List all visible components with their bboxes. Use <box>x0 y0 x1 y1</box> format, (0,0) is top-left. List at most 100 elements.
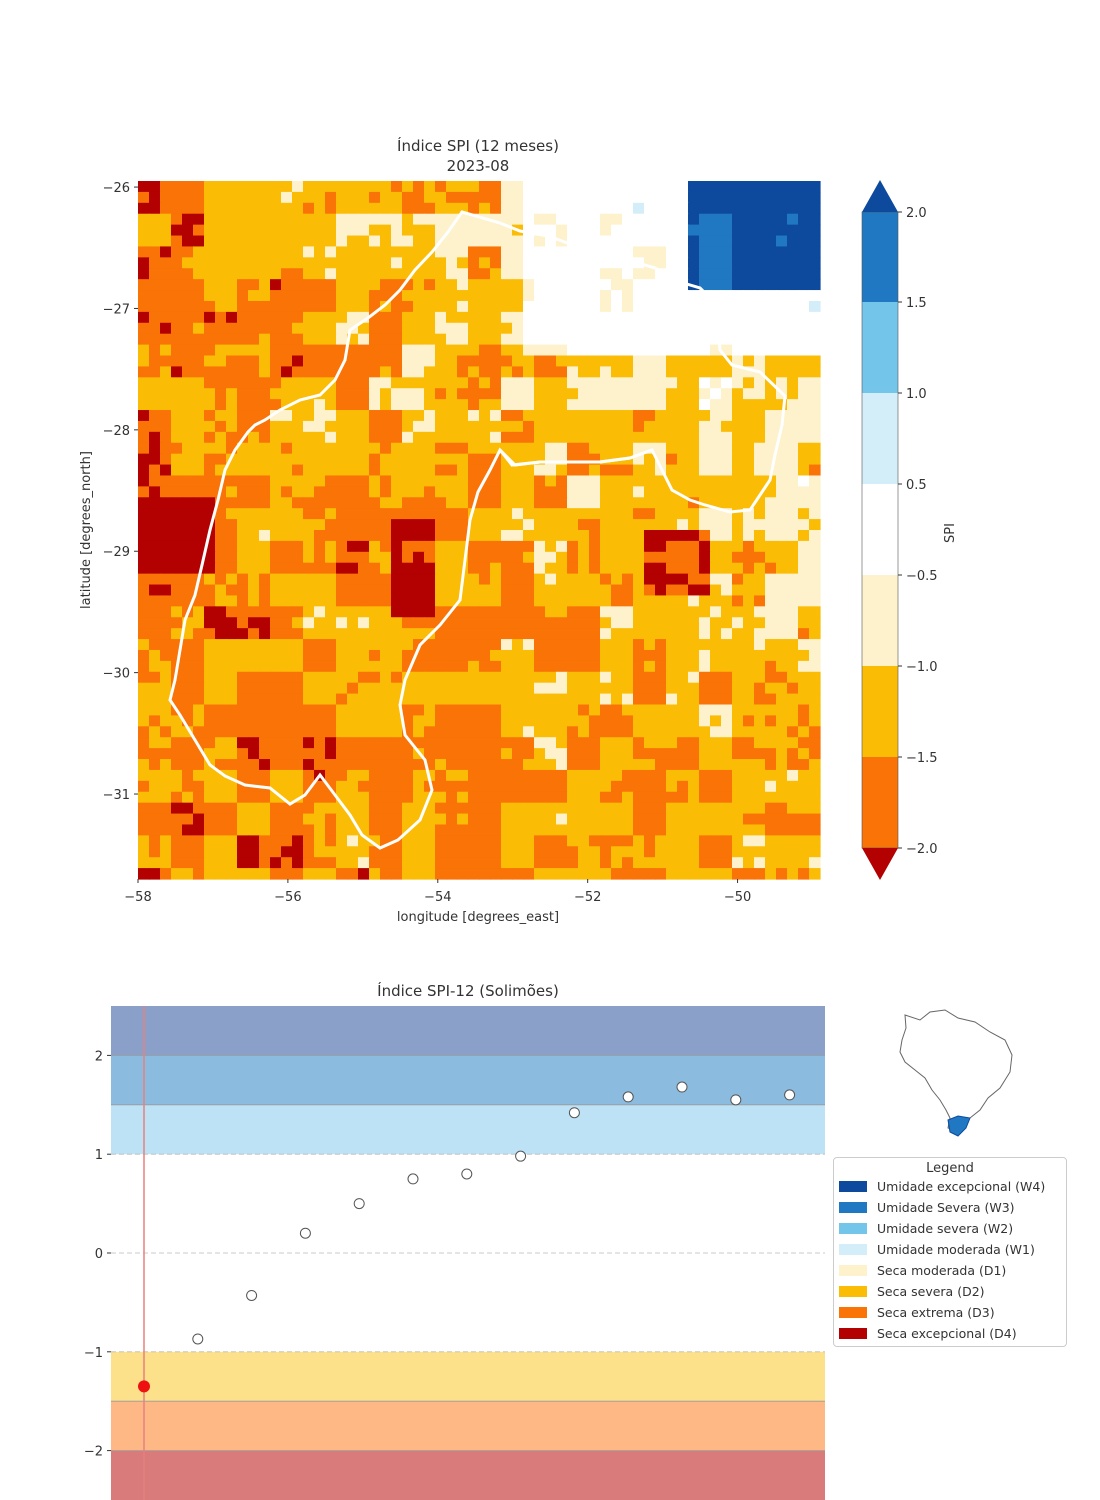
map-cell <box>523 584 535 597</box>
map-cell <box>248 388 260 400</box>
map-cell <box>589 551 601 564</box>
map-cell <box>292 224 304 237</box>
map-cell <box>490 748 502 760</box>
map-cell <box>633 671 645 684</box>
map-cell <box>380 649 392 662</box>
map-cell <box>413 388 425 400</box>
map-cell <box>281 628 293 640</box>
map-cell <box>666 737 678 749</box>
map-cell <box>490 508 502 520</box>
map-cell <box>303 311 315 324</box>
map-cell <box>743 617 755 629</box>
map-cell <box>754 573 766 586</box>
map-cell <box>710 573 722 586</box>
map-cell <box>743 726 755 738</box>
map-cell <box>391 431 403 444</box>
map-cell <box>743 453 755 466</box>
map-cell <box>611 268 623 280</box>
map-cell <box>809 748 821 760</box>
map-cell <box>666 246 678 258</box>
map-cell <box>237 191 249 204</box>
map-cell <box>545 268 557 280</box>
map-cell <box>314 584 326 597</box>
map-cell <box>666 344 678 357</box>
map-cell <box>732 333 744 346</box>
map-cell <box>490 420 502 433</box>
map-cell <box>248 213 260 226</box>
map-cell <box>435 551 447 564</box>
map-cell <box>347 420 359 433</box>
map-cell <box>369 519 381 531</box>
map-cell <box>215 780 227 793</box>
map-cell <box>413 671 425 684</box>
map-cell <box>611 748 623 760</box>
map-cell <box>325 835 337 847</box>
map-cell <box>281 584 293 597</box>
map-cell <box>732 486 744 498</box>
map-cell <box>391 606 403 618</box>
map-cell <box>149 868 161 880</box>
map-cell <box>336 813 348 826</box>
map-cell <box>677 693 689 706</box>
map-cell <box>171 246 183 258</box>
map-cell <box>281 420 293 433</box>
map-cell <box>578 431 590 444</box>
map-cell <box>523 802 535 815</box>
map-cell <box>248 257 260 269</box>
map-cell <box>655 562 667 575</box>
map-cell <box>710 628 722 640</box>
map-cell <box>600 235 612 248</box>
map-cell <box>281 573 293 586</box>
map-cell <box>688 868 700 880</box>
map-cell <box>303 573 315 586</box>
map-cell <box>237 213 249 226</box>
map-cell <box>721 551 733 564</box>
map-cell <box>666 726 678 738</box>
map-cell <box>303 181 315 193</box>
map-cell <box>633 693 645 706</box>
map-cell <box>699 224 711 237</box>
map-cell <box>798 475 810 487</box>
map-cell <box>369 246 381 258</box>
map-cell <box>149 530 161 542</box>
map-cell <box>391 759 403 771</box>
map-cell <box>182 737 194 749</box>
map-cell <box>666 769 678 782</box>
map-cell <box>776 300 788 313</box>
map-cell <box>468 759 480 771</box>
map-cell <box>171 584 183 597</box>
map-cell <box>303 715 315 727</box>
map-cell <box>600 868 612 880</box>
map-cell <box>611 290 623 302</box>
map-cell <box>281 246 293 258</box>
map-cell <box>479 344 491 357</box>
map-cell <box>248 519 260 531</box>
basin-outline <box>168 210 787 850</box>
map-cell <box>600 759 612 771</box>
map-cell <box>479 464 491 477</box>
map-cell <box>743 649 755 662</box>
map-cell <box>446 311 458 324</box>
map-cell <box>490 693 502 706</box>
map-cell <box>424 497 436 509</box>
map-cell <box>523 181 535 193</box>
map-cell <box>622 235 634 248</box>
map-cell <box>677 508 689 520</box>
map-cell <box>534 693 546 706</box>
map-cell <box>380 802 392 815</box>
map-cell <box>644 202 656 215</box>
map-cell <box>413 268 425 280</box>
map-cell <box>468 791 480 804</box>
map-cell <box>479 279 491 291</box>
map-cell <box>622 759 634 771</box>
map-cell <box>501 693 513 706</box>
map-cell <box>303 857 315 869</box>
map-cell <box>611 562 623 575</box>
map-cell <box>358 399 370 411</box>
map-cell <box>633 355 645 368</box>
map-cell <box>556 530 568 542</box>
map-cell <box>259 290 271 302</box>
map-cell <box>413 235 425 248</box>
map-cell <box>523 759 535 771</box>
map-cell <box>578 584 590 597</box>
